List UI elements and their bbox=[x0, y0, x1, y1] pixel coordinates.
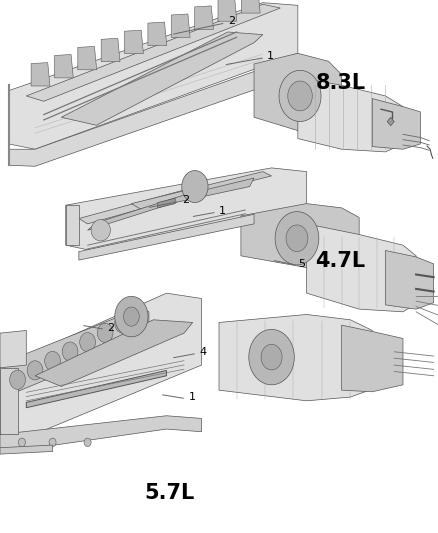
Polygon shape bbox=[124, 30, 143, 54]
Polygon shape bbox=[158, 198, 175, 208]
Circle shape bbox=[49, 438, 56, 447]
Circle shape bbox=[10, 370, 25, 389]
Polygon shape bbox=[31, 62, 50, 86]
Polygon shape bbox=[88, 178, 254, 230]
Text: 1: 1 bbox=[267, 51, 274, 61]
Polygon shape bbox=[66, 205, 79, 245]
Polygon shape bbox=[148, 22, 167, 45]
Polygon shape bbox=[9, 56, 298, 166]
Circle shape bbox=[18, 438, 25, 447]
Polygon shape bbox=[261, 344, 282, 370]
Circle shape bbox=[115, 314, 131, 333]
Text: 5: 5 bbox=[298, 259, 305, 269]
Text: 5.7L: 5.7L bbox=[145, 483, 195, 503]
Text: 4: 4 bbox=[199, 347, 206, 357]
Text: 2: 2 bbox=[107, 323, 114, 333]
Text: 2: 2 bbox=[228, 17, 235, 26]
Polygon shape bbox=[4, 308, 149, 393]
Circle shape bbox=[62, 342, 78, 361]
Polygon shape bbox=[79, 214, 254, 260]
Polygon shape bbox=[286, 225, 308, 252]
Polygon shape bbox=[307, 224, 416, 312]
Polygon shape bbox=[275, 212, 319, 265]
Polygon shape bbox=[91, 220, 110, 241]
Circle shape bbox=[84, 438, 91, 447]
Polygon shape bbox=[249, 329, 294, 385]
Polygon shape bbox=[9, 3, 298, 149]
Polygon shape bbox=[131, 172, 272, 209]
Polygon shape bbox=[241, 0, 260, 13]
Polygon shape bbox=[0, 416, 201, 450]
Circle shape bbox=[80, 333, 95, 352]
Polygon shape bbox=[115, 296, 148, 337]
Polygon shape bbox=[35, 320, 193, 386]
Polygon shape bbox=[171, 14, 190, 37]
Polygon shape bbox=[241, 204, 359, 269]
Polygon shape bbox=[218, 0, 237, 21]
Polygon shape bbox=[219, 314, 372, 401]
Polygon shape bbox=[61, 32, 263, 125]
Text: 1: 1 bbox=[188, 392, 195, 402]
Polygon shape bbox=[0, 293, 201, 441]
Polygon shape bbox=[372, 99, 420, 149]
Text: 2: 2 bbox=[182, 195, 189, 205]
Polygon shape bbox=[387, 117, 394, 126]
Text: 4.7L: 4.7L bbox=[315, 251, 365, 271]
Polygon shape bbox=[288, 81, 312, 111]
Text: 8.3L: 8.3L bbox=[315, 72, 365, 93]
Polygon shape bbox=[254, 53, 342, 131]
Polygon shape bbox=[194, 6, 213, 29]
Text: 1: 1 bbox=[219, 206, 226, 215]
Polygon shape bbox=[0, 368, 18, 434]
Polygon shape bbox=[385, 251, 434, 309]
Polygon shape bbox=[26, 4, 280, 101]
Polygon shape bbox=[298, 77, 403, 152]
Polygon shape bbox=[182, 171, 208, 203]
Polygon shape bbox=[342, 325, 403, 392]
Polygon shape bbox=[279, 70, 321, 122]
Circle shape bbox=[45, 351, 60, 370]
Polygon shape bbox=[124, 307, 139, 326]
Polygon shape bbox=[78, 46, 97, 70]
Polygon shape bbox=[79, 188, 201, 224]
Polygon shape bbox=[54, 54, 73, 78]
Polygon shape bbox=[66, 168, 307, 252]
Circle shape bbox=[27, 361, 43, 380]
Circle shape bbox=[97, 323, 113, 342]
Polygon shape bbox=[0, 330, 26, 368]
Polygon shape bbox=[26, 370, 166, 408]
Polygon shape bbox=[101, 38, 120, 62]
Polygon shape bbox=[0, 445, 53, 454]
